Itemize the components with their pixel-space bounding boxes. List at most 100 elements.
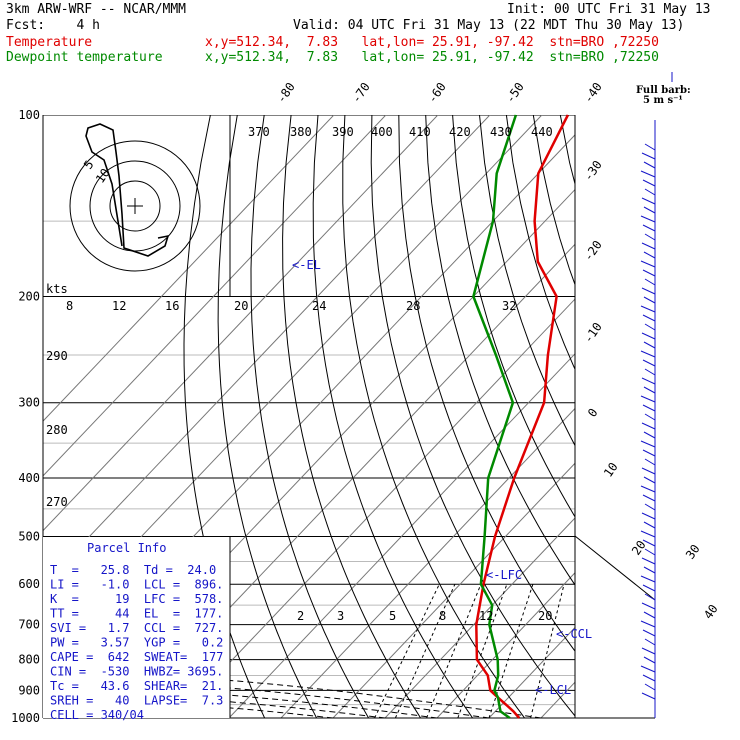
- theta-label: 420: [449, 125, 471, 139]
- parcel-info-title: Parcel Info: [87, 541, 166, 555]
- wind-barb: [640, 350, 656, 358]
- right-temp-label: 30: [683, 542, 703, 562]
- mixing-ratio-line: [374, 584, 440, 718]
- level-label: <-EL: [292, 258, 321, 272]
- wind-barb: [644, 638, 656, 646]
- left-theta-label: 290: [46, 349, 68, 363]
- isotherm-line: [436, 572, 575, 718]
- isotherm-line: [228, 353, 575, 718]
- hodograph-kts-label: kts: [46, 282, 68, 296]
- parcel-info-row: CELL = 340/04: [50, 708, 144, 722]
- isotherm-line: [384, 517, 575, 718]
- parcel-info-row: T = 25.8 Td = 24.0: [50, 563, 216, 577]
- wind-barb: [642, 584, 656, 592]
- dewpoint-line: [472, 114, 518, 720]
- wind-barb: [644, 368, 656, 376]
- hodograph-ring-label: 10: [93, 166, 113, 186]
- pressure-tick-label: 500: [18, 529, 40, 543]
- wind-barb: [641, 422, 656, 430]
- wind-barb: [642, 404, 656, 412]
- dry-adiabat: [668, 115, 740, 718]
- parcel-info-row: TT = 44 EL = 177.: [50, 607, 223, 621]
- hodograph-kts-label: 12: [112, 299, 126, 313]
- dry-adiabat: [614, 115, 740, 718]
- parcel-info-bg: [43, 537, 230, 718]
- wind-barb: [641, 512, 656, 520]
- top-temp-label: -80: [274, 80, 298, 106]
- dry-adiabat: [282, 115, 422, 718]
- hodograph-kts-label: 16: [165, 299, 179, 313]
- isotherm-line: [593, 115, 740, 718]
- hodograph-kts-label: 20: [234, 299, 248, 313]
- mixing-ratio-line: [394, 584, 456, 718]
- mixing-ratio-label: 12: [479, 609, 493, 623]
- isotherm-line: [645, 115, 740, 718]
- wind-barb: [642, 269, 656, 277]
- isotherm-line: [332, 462, 575, 718]
- right-temp-label: 40: [701, 602, 721, 622]
- wind-barb: [641, 647, 656, 655]
- wind-barb: [643, 206, 656, 214]
- theta-label: 390: [332, 125, 354, 139]
- parcel-info-row: SVI = 1.7 CCL = 727.: [50, 621, 223, 635]
- isotherm-line: [43, 115, 335, 422]
- wind-barbs: Full barb:5 m s⁻¹: [636, 72, 691, 718]
- dry-adiabat: [505, 115, 575, 371]
- wind-barb: [640, 260, 656, 268]
- hodograph-kts-label: 32: [502, 299, 516, 313]
- wind-barb: [644, 278, 656, 286]
- dry-adiabat: [425, 115, 575, 586]
- wind-barb: [644, 458, 656, 466]
- right-temp-label: -20: [581, 238, 605, 264]
- profile-series: [472, 114, 570, 720]
- right-temp-label: 10: [601, 460, 621, 480]
- wind-barb: [641, 197, 656, 205]
- pressure-tick-label: 200: [18, 290, 40, 304]
- model-title: 3km ARW-WRF -- NCAR/MMM: [6, 2, 187, 17]
- wind-barb: [642, 449, 656, 457]
- theta-label: 400: [371, 125, 393, 139]
- top-temp-label: -70: [349, 80, 373, 106]
- barb-legend-unit: 5 m s⁻¹: [643, 95, 683, 106]
- top-temp-label: -50: [503, 80, 527, 106]
- wind-barb: [644, 143, 656, 151]
- wind-barb: [640, 485, 656, 493]
- mixing-ratio-line: [426, 584, 482, 718]
- left-theta-label: 280: [46, 423, 68, 437]
- dry-adiabat: [479, 115, 575, 447]
- parcel-info-row: K = 19 LFC = 578.: [50, 592, 223, 606]
- right-temp-label: 0: [585, 406, 601, 420]
- wind-barb: [644, 548, 656, 556]
- pressure-tick-label: 700: [18, 618, 40, 632]
- hodograph-kts-label: 24: [312, 299, 326, 313]
- mixing-ratio-label: 8: [439, 609, 446, 623]
- isotherm-line: [488, 626, 575, 718]
- wind-barb: [640, 395, 656, 403]
- isotherm-line: [280, 407, 575, 718]
- wind-barb: [641, 152, 656, 160]
- wind-barb: [640, 440, 656, 448]
- dry-adiabat: [250, 115, 370, 718]
- mixing-ratio-label: 20: [538, 609, 552, 623]
- mixing-ratio-label: 3: [337, 609, 344, 623]
- wind-barb: [640, 305, 656, 313]
- pressure-tick-label: 100: [18, 108, 40, 122]
- dry-adiabat: [587, 115, 740, 718]
- init-time: Init: 00 UTC Fri 31 May 13: [507, 2, 711, 17]
- mixing-ratio-line: [530, 584, 565, 718]
- parcel-info-box: Parcel Info T = 25.8 Td = 24.0LI = -1.0 L…: [43, 537, 231, 722]
- wind-barb: [642, 359, 656, 367]
- wind-barb: [642, 674, 656, 682]
- dry-adiabat: [217, 115, 318, 718]
- pressure-tick-label: 1000: [11, 711, 40, 725]
- wind-barb: [643, 251, 656, 259]
- dry-adiabat: [641, 115, 740, 718]
- level-label: <-CCL: [556, 627, 592, 641]
- wind-barb: [642, 539, 656, 547]
- hodograph-trace: [85, 123, 170, 257]
- wind-barb: [642, 179, 656, 187]
- dewpoint-legend-info: x,y=512.34, 7.83 lat,lon= 25.91, -97.42 …: [205, 50, 659, 65]
- right-temp-label: -30: [581, 158, 605, 184]
